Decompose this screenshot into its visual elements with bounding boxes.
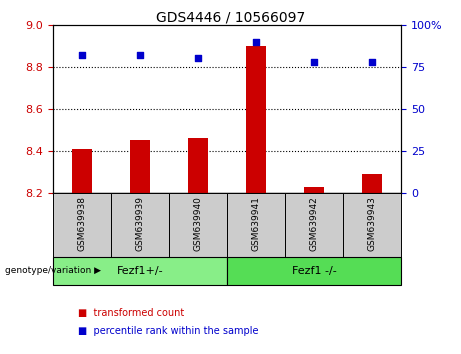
Text: GSM639942: GSM639942 — [309, 196, 319, 251]
Bar — [343, 193, 401, 257]
Text: GDS4446 / 10566097: GDS4446 / 10566097 — [156, 11, 305, 25]
Text: Fezf1+/-: Fezf1+/- — [117, 266, 163, 276]
Bar — [169, 193, 227, 257]
Text: ■  transformed count: ■ transformed count — [78, 308, 184, 318]
Bar — [227, 193, 285, 257]
Point — [195, 56, 202, 61]
Bar — [72, 149, 92, 193]
Point — [78, 52, 86, 58]
Text: GSM639939: GSM639939 — [136, 196, 145, 251]
Text: ■  percentile rank within the sample: ■ percentile rank within the sample — [78, 326, 259, 336]
Bar — [285, 193, 343, 257]
Point — [252, 39, 260, 44]
Bar — [111, 193, 169, 257]
Bar — [130, 141, 150, 193]
Point — [310, 59, 318, 64]
Point — [368, 59, 376, 64]
Bar — [53, 193, 111, 257]
Bar — [362, 174, 382, 193]
Text: Fezf1 -/-: Fezf1 -/- — [292, 266, 337, 276]
Text: GSM639938: GSM639938 — [77, 196, 87, 251]
Bar — [304, 187, 324, 193]
Bar — [188, 138, 208, 193]
Text: GSM639941: GSM639941 — [252, 196, 260, 251]
Point — [136, 52, 144, 58]
Text: genotype/variation ▶: genotype/variation ▶ — [5, 266, 100, 275]
Text: GSM639943: GSM639943 — [367, 196, 377, 251]
Text: GSM639940: GSM639940 — [194, 196, 202, 251]
Bar — [227, 257, 401, 285]
Bar — [53, 257, 227, 285]
Bar — [246, 46, 266, 193]
